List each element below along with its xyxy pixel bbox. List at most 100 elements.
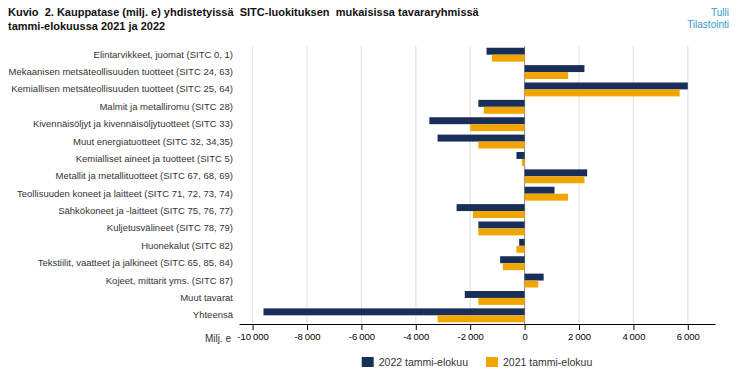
- y-axis: Elintarvikkeet, juomat (SITC 0, 1) Mekaan…: [9, 49, 234, 321]
- title-line: Kuvio 2. Kauppatase (milj. e) yhdistetyi…: [8, 6, 480, 18]
- y-tick: Sähkökoneet ja -laitteet (SITC 75, 76, 7…: [58, 205, 233, 216]
- y-tick: Mekaanisen metsäteollisuuden tuotteet (S…: [9, 66, 233, 77]
- y-tick-label: Yhteensä: [193, 309, 234, 320]
- x-tick: 2 000: [568, 324, 591, 342]
- bar: [492, 55, 525, 62]
- legend-label: 2021 tammi-elokuu: [503, 356, 592, 368]
- bar: [500, 256, 524, 263]
- title-line: tammi-elokuussa 2021 ja 2022: [8, 20, 165, 32]
- y-tick: Muut energiatuotteet (SITC 32, 34,35): [73, 136, 233, 147]
- x-tick: -8 000: [294, 324, 320, 342]
- y-tick: Kuljetusvälineet (SITC 78, 79): [107, 222, 233, 233]
- x-tick-label: 2 000: [568, 331, 591, 342]
- y-tick-label: Metallit ja metallituotteet (SITC 67, 68…: [56, 170, 233, 181]
- grid-line: [307, 46, 308, 324]
- bar: [438, 135, 525, 142]
- bar: [478, 221, 524, 228]
- legend-swatch: [362, 357, 374, 367]
- bar: [525, 281, 539, 288]
- legend-item: 2022 tammi-elokuu: [362, 356, 468, 368]
- bar: [525, 187, 555, 194]
- y-tick: Yhteensä: [193, 309, 234, 320]
- legend-item: 2021 tammi-elokuu: [486, 356, 592, 368]
- bar: [522, 159, 525, 166]
- bar: [478, 228, 524, 235]
- chart-svg: Kuvio 2. Kauppatase (milj. e) yhdistetyi…: [0, 0, 737, 378]
- y-tick-label: Kemiallisen metsäteollisuuden tuotteet (…: [11, 83, 233, 94]
- bar: [478, 100, 524, 107]
- x-tick-label: 0: [522, 331, 527, 342]
- legend-label: 2022 tammi-elokuu: [379, 356, 468, 368]
- bar: [519, 239, 524, 246]
- bar: [503, 263, 525, 270]
- x-axis-line: [240, 324, 716, 325]
- x-tick-mark: [633, 324, 634, 330]
- y-tick-label: Muut tavarat: [180, 292, 233, 303]
- x-tick: -10 000: [237, 324, 268, 342]
- x-tick: 6 000: [677, 324, 700, 342]
- legend: 2022 tammi-elokuu 2021 tammi-elokuu: [362, 356, 593, 368]
- x-tick-mark: [416, 324, 417, 330]
- y-tick: Kemiallisen metsäteollisuuden tuotteet (…: [11, 83, 233, 94]
- bar: [473, 211, 525, 218]
- x-tick-mark: [361, 324, 362, 330]
- x-tick-mark: [688, 324, 689, 330]
- bar: [487, 48, 525, 55]
- bar: [525, 274, 544, 281]
- grid: [253, 46, 688, 324]
- y-tick-label: Kojeet, mittarit yms. (SITC 87): [106, 275, 233, 286]
- x-tick-mark: [525, 324, 526, 330]
- y-tick: Malmit ja metalliromu (SITC 28): [99, 101, 233, 112]
- x-tick-mark: [470, 324, 471, 330]
- y-tick-label: Elintarvikkeet, juomat (SITC 0, 1): [94, 49, 233, 60]
- y-tick-label: Muut energiatuotteet (SITC 32, 34,35): [73, 136, 233, 147]
- x-tick: -2 000: [458, 324, 484, 342]
- y-tick-label: Sähkökoneet ja -laitteet (SITC 75, 76, 7…: [58, 205, 233, 216]
- bar: [525, 176, 585, 183]
- grid-line: [252, 46, 253, 324]
- y-tick: Elintarvikkeet, juomat (SITC 0, 1): [94, 49, 233, 60]
- bar: [516, 246, 524, 253]
- series: [263, 48, 687, 316]
- series: [438, 55, 680, 323]
- bar: [470, 124, 524, 131]
- x-tick-label: 4 000: [622, 331, 645, 342]
- annotation-line: Tilastointi: [687, 19, 729, 30]
- title: Kuvio 2. Kauppatase (milj. e) yhdistetyi…: [8, 6, 480, 32]
- x-tick-mark: [307, 324, 308, 330]
- y-tick: Huonekalut (SITC 82): [141, 240, 233, 251]
- x-tick-label: 6 000: [677, 331, 700, 342]
- y-tick-label: Malmit ja metalliromu (SITC 28): [99, 101, 233, 112]
- bar: [429, 117, 524, 124]
- x-tick-label: -6 000: [349, 331, 375, 342]
- x-tick: 0: [522, 324, 527, 342]
- y-tick-label: Kuljetusvälineet (SITC 78, 79): [107, 222, 233, 233]
- annotation: TulliTilastointi: [687, 7, 729, 30]
- y-tick-label: Mekaanisen metsäteollisuuden tuotteet (S…: [9, 66, 233, 77]
- y-tick-label: Tekstiilit, vaatteet ja jalkineet (SITC …: [38, 257, 233, 268]
- bar: [465, 291, 525, 298]
- y-tick: Kojeet, mittarit yms. (SITC 87): [106, 275, 233, 286]
- x-tick-mark: [253, 324, 254, 330]
- x-axis-title: Milj. e: [205, 333, 232, 344]
- x-tick-label: -2 000: [458, 331, 484, 342]
- x-tick-mark: [579, 324, 580, 330]
- bar: [525, 82, 688, 89]
- y-tick: Kivennäisöljyt ja kivennäisöljytuotteet …: [33, 118, 233, 129]
- y-tick: Metallit ja metallituotteet (SITC 67, 68…: [56, 170, 233, 181]
- grid-line: [470, 46, 471, 324]
- bars: [263, 48, 687, 323]
- bar: [525, 65, 585, 72]
- y-tick: Teollisuuden koneet ja laitteet (SITC 71…: [17, 188, 233, 199]
- bar: [525, 89, 680, 96]
- x-tick: -6 000: [349, 324, 375, 342]
- x-tick: -4 000: [403, 324, 429, 342]
- grid-line: [361, 46, 362, 324]
- x-tick-label: -10 000: [237, 331, 268, 342]
- y-tick-label: Huonekalut (SITC 82): [141, 240, 233, 251]
- bar: [438, 315, 525, 322]
- bar: [478, 298, 524, 305]
- bar: [457, 204, 525, 211]
- bar: [484, 107, 525, 114]
- x-tick-label: -4 000: [403, 331, 429, 342]
